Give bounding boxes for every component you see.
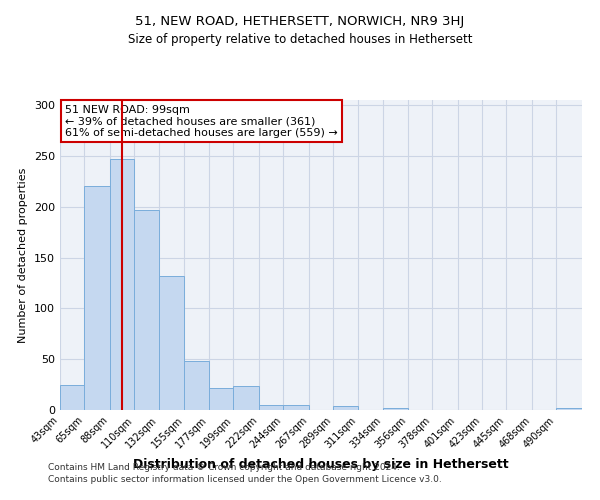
Bar [184,361,209,410]
Bar [209,388,233,410]
Bar [283,405,309,410]
Text: Contains public sector information licensed under the Open Government Licence v3: Contains public sector information licen… [48,474,442,484]
Bar [383,408,407,410]
Bar [85,186,110,410]
Text: Contains HM Land Registry data © Crown copyright and database right 2024.: Contains HM Land Registry data © Crown c… [48,464,400,472]
Bar [333,406,358,410]
Bar [159,276,184,410]
Bar [233,386,259,410]
Text: Size of property relative to detached houses in Hethersett: Size of property relative to detached ho… [128,32,472,46]
Text: 51, NEW ROAD, HETHERSETT, NORWICH, NR9 3HJ: 51, NEW ROAD, HETHERSETT, NORWICH, NR9 3… [136,15,464,28]
Bar [134,210,159,410]
Y-axis label: Number of detached properties: Number of detached properties [19,168,28,342]
X-axis label: Distribution of detached houses by size in Hethersett: Distribution of detached houses by size … [133,458,509,471]
Bar [60,384,85,410]
Text: 51 NEW ROAD: 99sqm
← 39% of detached houses are smaller (361)
61% of semi-detach: 51 NEW ROAD: 99sqm ← 39% of detached hou… [65,104,338,138]
Bar [259,405,283,410]
Bar [110,159,134,410]
Bar [556,408,582,410]
